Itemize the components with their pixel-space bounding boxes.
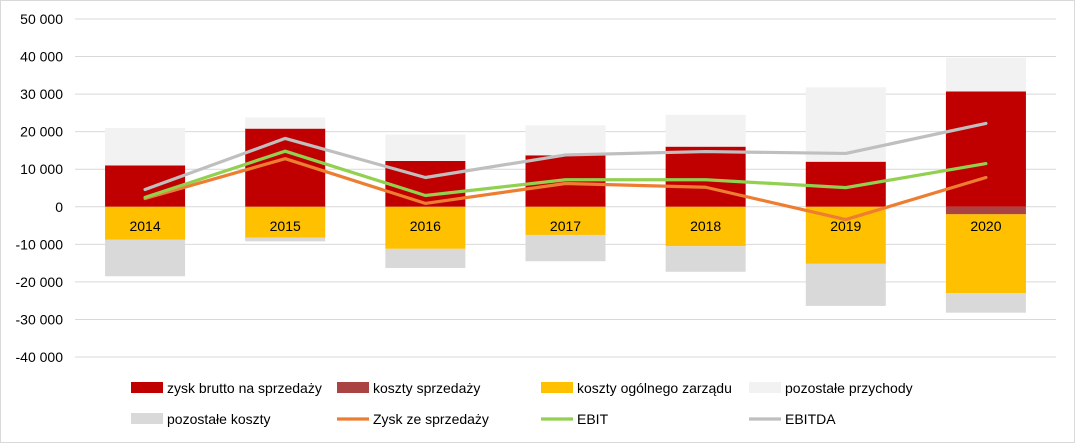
category-label: 2019 bbox=[830, 218, 861, 234]
series-line bbox=[143, 121, 988, 192]
y-tick-label: -30 000 bbox=[16, 311, 64, 327]
legend-label: EBITDA bbox=[785, 411, 836, 427]
bar-segment bbox=[665, 146, 746, 207]
bar-segment bbox=[805, 206, 886, 264]
legend-swatch bbox=[131, 382, 163, 393]
legend-label: Zysk ze sprzedaży bbox=[373, 411, 489, 427]
y-tick-label: 0 bbox=[55, 199, 63, 215]
legend-label: koszty sprzedaży bbox=[373, 380, 480, 396]
bar-segment bbox=[525, 234, 606, 262]
bar-segment bbox=[105, 127, 186, 166]
bar-segment bbox=[385, 134, 466, 161]
y-tick-label: -40 000 bbox=[16, 349, 64, 365]
bar-segment bbox=[105, 239, 186, 277]
y-tick-label: -10 000 bbox=[16, 236, 64, 252]
legend-swatch bbox=[749, 382, 781, 393]
y-tick-label: 40 000 bbox=[20, 49, 63, 65]
legend-entry: EBIT bbox=[541, 411, 609, 427]
legend-swatch bbox=[541, 382, 573, 393]
y-tick-label: -20 000 bbox=[16, 274, 64, 290]
legend-swatch bbox=[337, 382, 369, 393]
legend-entry: koszty ogólnego zarządu bbox=[541, 380, 732, 396]
bar-segment bbox=[245, 206, 326, 238]
category-label: 2020 bbox=[970, 218, 1001, 234]
series-line bbox=[143, 157, 988, 222]
series-line bbox=[143, 149, 988, 199]
category-label: 2018 bbox=[690, 218, 721, 234]
bar-segment bbox=[105, 206, 186, 240]
lines bbox=[143, 121, 988, 222]
legend-label: zysk brutto na sprzedaży bbox=[167, 380, 322, 396]
legend-entry: Zysk ze sprzedaży bbox=[337, 411, 489, 427]
bar-segment bbox=[945, 293, 1026, 313]
y-tick-label: 30 000 bbox=[20, 86, 63, 102]
bar-segment bbox=[525, 125, 606, 156]
bar-segment bbox=[805, 263, 886, 306]
bars bbox=[105, 57, 1026, 313]
legend-label: pozostałe koszty bbox=[167, 411, 271, 427]
category-label: 2014 bbox=[129, 218, 160, 234]
legend-entry: zysk brutto na sprzedaży bbox=[131, 380, 322, 396]
bar-segment bbox=[945, 214, 1026, 294]
y-tick-label: 50 000 bbox=[20, 11, 63, 27]
legend-entry: EBITDA bbox=[749, 411, 836, 427]
bar-segment bbox=[665, 206, 746, 247]
bar-segment bbox=[245, 237, 326, 242]
legend-swatch bbox=[131, 413, 163, 424]
category-label: 2015 bbox=[270, 218, 301, 234]
bar-segment bbox=[805, 87, 886, 162]
bar-segment bbox=[105, 165, 186, 207]
y-tick-label: 20 000 bbox=[20, 124, 63, 140]
y-axis-tick-labels: 50 000 40 000 30 000 20 000 10 000 0 -10 000 -2… bbox=[16, 11, 64, 365]
category-label: 2016 bbox=[410, 218, 441, 234]
bar-segment bbox=[665, 114, 746, 147]
legend-label: koszty ogólnego zarządu bbox=[577, 380, 732, 396]
bar-segment bbox=[385, 248, 466, 268]
legend-label: pozostałe przychody bbox=[785, 380, 913, 396]
bar-segment bbox=[945, 91, 1026, 207]
legend: zysk brutto na sprzedaży koszty sprzedaży… bbox=[131, 380, 913, 427]
bar-segment bbox=[385, 206, 466, 249]
legend-label: EBIT bbox=[577, 411, 609, 427]
category-labels: 2014 2015 2016 2017 2018 2019 2020 bbox=[129, 218, 1001, 234]
legend-entry: koszty sprzedaży bbox=[337, 380, 480, 396]
category-label: 2017 bbox=[550, 218, 581, 234]
bar-segment bbox=[665, 246, 746, 272]
y-tick-label: 10 000 bbox=[20, 161, 63, 177]
bar-segment bbox=[525, 206, 606, 235]
legend-entry: pozostałe przychody bbox=[749, 380, 913, 396]
bar-segment bbox=[945, 57, 1026, 92]
legend-entry: pozostałe koszty bbox=[131, 411, 271, 427]
bar-segment bbox=[245, 117, 326, 129]
bar-segment bbox=[945, 206, 1026, 215]
